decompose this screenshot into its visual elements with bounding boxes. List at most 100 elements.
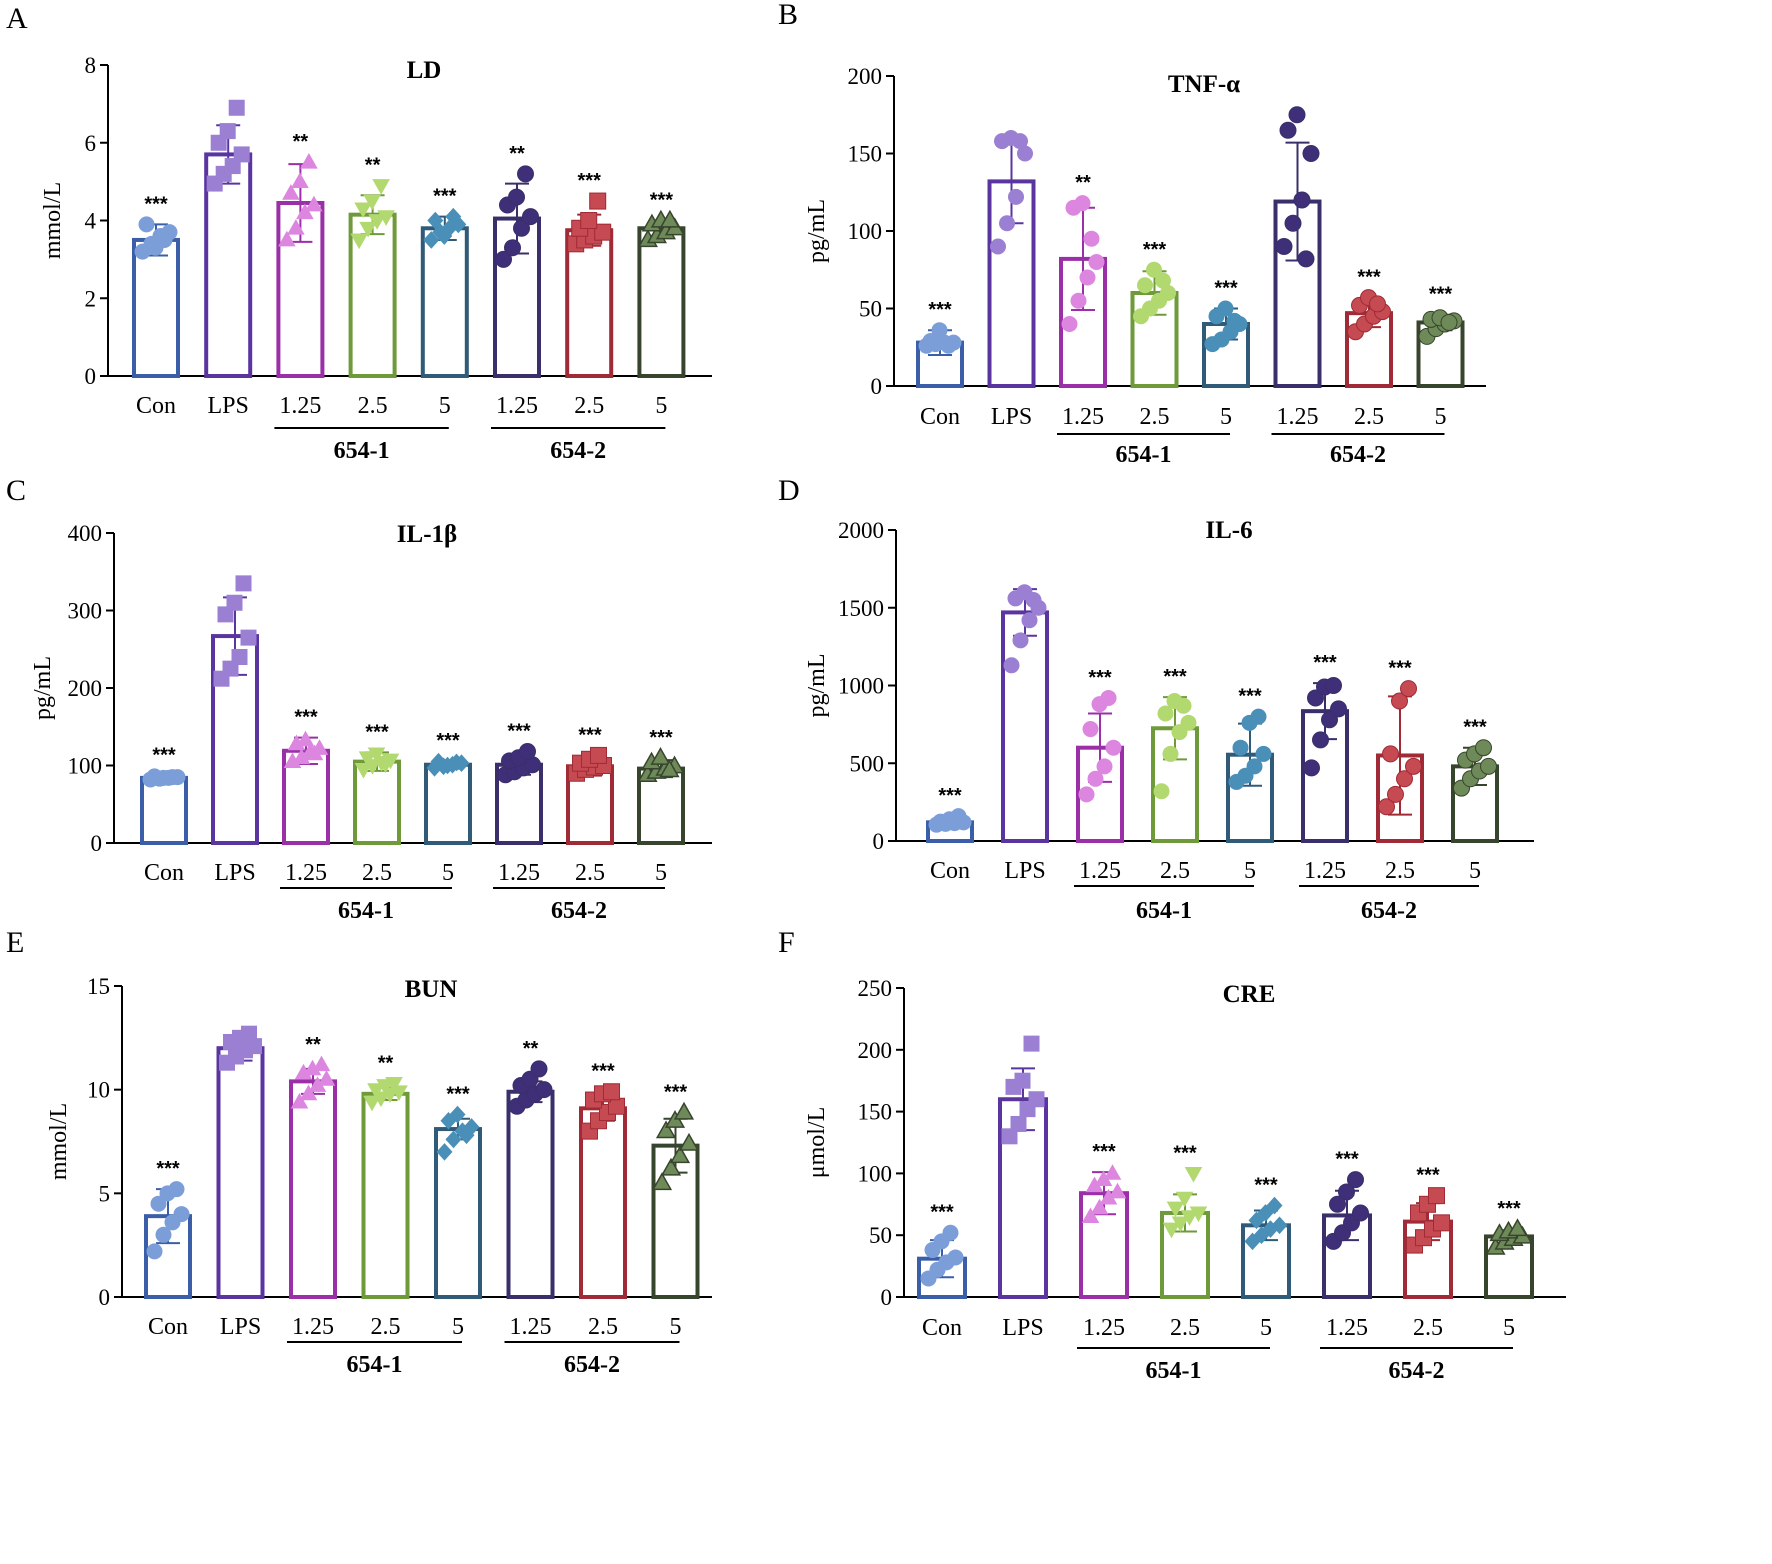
chart-title: IL-6	[1205, 517, 1252, 544]
data-point	[1017, 145, 1033, 162]
data-point	[1160, 285, 1176, 301]
data-point	[1284, 214, 1302, 232]
chart-title: LD	[407, 57, 442, 84]
significance-label: **	[293, 131, 309, 153]
x-tick-label: 1.25	[1083, 1315, 1125, 1341]
y-tick-label: 200	[858, 1038, 893, 1063]
data-point	[290, 1092, 309, 1109]
x-tick-label: 5	[1260, 1315, 1272, 1341]
data-point	[155, 1226, 172, 1243]
y-tick-label: 0	[85, 364, 97, 389]
data-point	[1279, 121, 1297, 139]
data-point	[1078, 786, 1095, 803]
significance-label: ***	[144, 193, 168, 215]
data-point	[449, 1105, 466, 1124]
bar	[361, 1091, 410, 1300]
data-point	[305, 744, 324, 761]
significance-label: **	[509, 143, 525, 165]
data-point	[522, 208, 539, 226]
data-point	[1028, 1091, 1045, 1108]
group-label: 654-1	[334, 438, 390, 464]
significance-label: **	[378, 1052, 394, 1074]
data-point	[1166, 1201, 1185, 1218]
data-point	[513, 219, 530, 237]
significance-label: ***	[152, 745, 176, 767]
data-point	[299, 1084, 318, 1101]
x-tick-label: 1.25	[1304, 858, 1346, 884]
x-tick-label: Con	[920, 404, 960, 430]
panel-a: A LD mmol/L 0 2 4 6 8 *** Con LPS ** 1.25 ** 2.5 *** 5 **…	[6, 2, 712, 464]
data-point	[1079, 269, 1096, 286]
y-tick-label: 150	[858, 1100, 893, 1125]
data-point	[1014, 1072, 1031, 1089]
data-point	[1232, 739, 1249, 756]
data-point	[1023, 1035, 1040, 1052]
y-tick-label: 5	[99, 1181, 111, 1206]
data-point	[427, 211, 444, 230]
significance-label: ***	[1092, 1141, 1116, 1163]
data-point	[1175, 697, 1192, 714]
data-point	[1325, 677, 1342, 694]
significance-label: **	[1075, 172, 1091, 194]
data-point	[363, 1095, 381, 1112]
group-label: 654-1	[1136, 898, 1192, 924]
data-point	[1180, 714, 1197, 731]
data-point	[495, 250, 512, 268]
x-tick-label: 5	[1435, 404, 1447, 430]
x-tick-label: 5	[1503, 1315, 1515, 1341]
x-tick-label: 1.25	[1079, 858, 1121, 884]
data-point	[138, 216, 155, 233]
data-point	[1440, 313, 1458, 331]
data-point	[1137, 277, 1153, 294]
data-point	[922, 333, 939, 350]
bar	[424, 762, 472, 845]
data-point	[1146, 261, 1162, 278]
significance-label: **	[305, 1034, 321, 1056]
data-point	[282, 184, 300, 200]
significance-label: ***	[446, 1084, 470, 1106]
data-point	[450, 215, 467, 234]
x-tick-label: Con	[148, 1314, 188, 1340]
significance-label: ***	[1238, 686, 1262, 708]
data-point	[1012, 133, 1028, 150]
bar	[204, 152, 253, 378]
data-point	[1271, 1216, 1288, 1235]
data-point	[603, 1083, 620, 1101]
data-point	[233, 146, 250, 163]
data-point	[999, 215, 1015, 232]
x-tick-label: 1.25	[1326, 1315, 1368, 1341]
y-tick-label: 0	[873, 829, 885, 854]
data-point	[1162, 1222, 1181, 1239]
data-point	[1103, 1164, 1122, 1180]
data-point	[228, 99, 245, 116]
data-point	[1378, 798, 1395, 816]
significance-label: ***	[1335, 1149, 1359, 1171]
data-point	[504, 239, 521, 257]
data-point	[354, 202, 372, 219]
data-point	[377, 210, 395, 226]
data-point	[1180, 1210, 1199, 1226]
x-tick-label: 5	[439, 393, 451, 419]
group-label: 654-2	[564, 1352, 620, 1378]
data-point	[1003, 657, 1020, 674]
significance-label: ***	[1497, 1198, 1521, 1220]
data-point	[1226, 312, 1243, 329]
data-point	[445, 1130, 462, 1149]
y-tick-label: 100	[858, 1161, 893, 1186]
data-point	[1400, 680, 1417, 698]
significance-label: ***	[578, 724, 602, 746]
significance-label: ***	[1143, 239, 1167, 261]
data-point	[1171, 1216, 1190, 1233]
data-point	[1405, 757, 1422, 775]
data-point	[1396, 770, 1413, 788]
data-point	[376, 757, 395, 774]
data-point	[1433, 1214, 1450, 1232]
significance-label: ***	[1088, 667, 1112, 689]
y-tick-label: 50	[869, 1223, 892, 1248]
data-point	[1330, 700, 1347, 718]
x-tick-label: 1.25	[1277, 404, 1319, 430]
data-point	[1312, 731, 1329, 749]
y-tick-label: 400	[68, 521, 103, 546]
significance-label: ***	[433, 186, 457, 208]
x-tick-label: Con	[930, 858, 970, 884]
